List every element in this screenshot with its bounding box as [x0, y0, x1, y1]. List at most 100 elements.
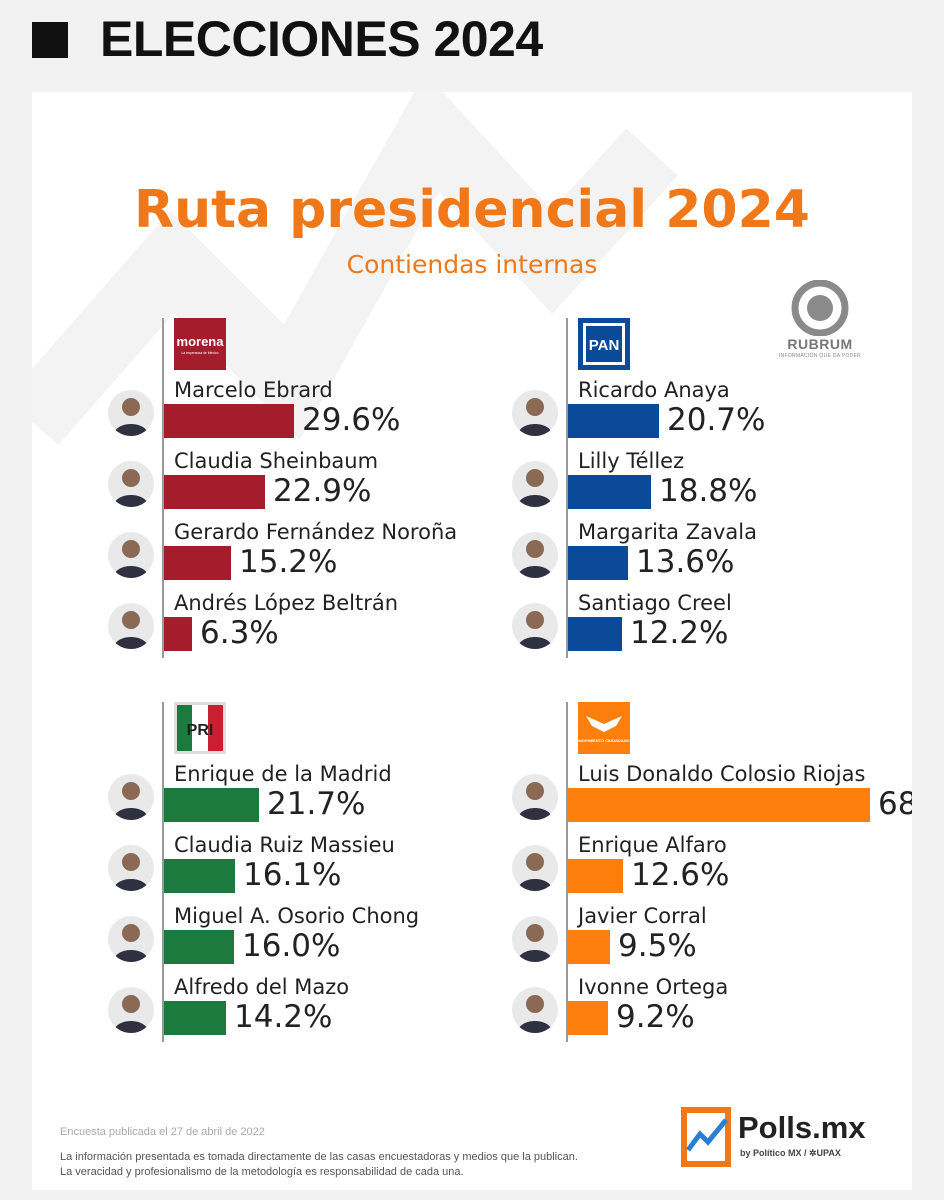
- bar-mark: [568, 475, 651, 509]
- candidate-name: Gerardo Fernández Noroña: [174, 520, 458, 544]
- candidate-name: Claudia Sheinbaum: [174, 449, 379, 473]
- value-label: 16.1%: [243, 857, 342, 893]
- panel-mc: MOVIMIENTO CIUDADANO Luis Donaldo Colosi…: [508, 702, 912, 1052]
- bar-mark: [568, 930, 610, 964]
- candidate-row: Lilly Téllez 18.8%: [508, 449, 888, 519]
- pri-logo-text: PRI: [187, 722, 214, 739]
- axis-line: [566, 702, 568, 1042]
- bar-mark: [568, 404, 659, 438]
- candidate-row: Javier Corral 9.5%: [508, 904, 888, 974]
- chart-subtitle: Contiendas internas: [346, 250, 598, 279]
- value-label: 29.6%: [302, 402, 401, 438]
- candidate-row: Claudia Sheinbaum 22.9%: [104, 449, 484, 519]
- candidate-name: Claudia Ruiz Massieu: [174, 833, 395, 857]
- candidate-row: Alfredo del Mazo 14.2%: [104, 975, 484, 1045]
- bar-mark: [164, 788, 259, 822]
- candidate-photo: [108, 461, 154, 507]
- candidate-name: Enrique de la Madrid: [174, 762, 392, 786]
- value-label: 9.5%: [618, 928, 697, 964]
- brand-byline: by Político MX / ✲UPAX: [740, 1148, 841, 1158]
- disclaimer-line-2: La veracidad y profesionalismo de la met…: [60, 1166, 464, 1178]
- infographic-card: Ruta presidencial 2024 Contiendas intern…: [32, 92, 912, 1190]
- bar-mark: [164, 617, 192, 651]
- morena-logo-icon: morena La esperanza de México: [174, 318, 226, 370]
- bar-mark: [164, 1001, 226, 1035]
- candidate-photo: [108, 774, 154, 820]
- panel-morena: morena La esperanza de México Marcelo Eb…: [104, 318, 484, 668]
- polls-mx-brand: Polls.mx by Político MX / ✲UPAX: [680, 1104, 900, 1174]
- candidate-row: Santiago Creel 12.2%: [508, 591, 888, 661]
- pan-logo-icon: PAN: [578, 318, 630, 370]
- value-label: 9.2%: [616, 999, 695, 1035]
- bar-mark: [164, 930, 234, 964]
- polls-box-icon: [681, 1107, 731, 1167]
- bar-mark: [164, 546, 231, 580]
- axis-line: [162, 318, 164, 658]
- candidate-row: Enrique Alfaro 12.6%: [508, 833, 888, 903]
- value-label: 12.6%: [631, 857, 730, 893]
- candidate-photo: [512, 916, 558, 962]
- header-title: ELECCIONES 2024: [100, 11, 543, 67]
- bar-mark: [568, 617, 622, 651]
- brand-name: Polls.mx: [738, 1110, 866, 1145]
- bar-mark: [568, 859, 623, 893]
- mc-logo-text: MOVIMIENTO CIUDADANO: [578, 738, 629, 743]
- candidate-name: Lilly Téllez: [578, 449, 685, 473]
- candidate-photo: [512, 987, 558, 1033]
- candidate-name: Marcelo Ebrard: [174, 378, 333, 402]
- panel-pri: PRI Enrique de la Madrid 21.7% Claudia Rui…: [104, 702, 484, 1052]
- candidate-row: Gerardo Fernández Noroña 15.2%: [104, 520, 484, 590]
- panel-pan: PAN Ricardo Anaya 20.7% Lilly Téllez 18.8% M…: [508, 318, 888, 668]
- candidate-photo: [108, 390, 154, 436]
- candidate-row: Luis Donaldo Colosio Riojas 68.7%: [508, 762, 912, 832]
- candidate-row: Claudia Ruiz Massieu 16.1%: [104, 833, 484, 903]
- candidate-row: Ivonne Ortega 9.2%: [508, 975, 888, 1045]
- value-label: 21.7%: [267, 786, 366, 822]
- pri-logo-icon: PRI: [174, 702, 226, 754]
- bar-mark: [568, 546, 628, 580]
- value-label: 6.3%: [200, 615, 279, 651]
- candidate-row: Margarita Zavala 13.6%: [508, 520, 888, 590]
- candidate-name: Miguel A. Osorio Chong: [174, 904, 420, 928]
- rubrum-logo: RUBRUM INFORMACIÓN QUE DA PODER: [770, 279, 870, 360]
- morena-logo-text: morena: [177, 334, 225, 349]
- candidate-photo: [512, 603, 558, 649]
- disclaimer-line-1: La información presentada es tomada dire…: [60, 1151, 578, 1163]
- value-label: 18.8%: [659, 473, 758, 509]
- candidate-row: Ricardo Anaya 20.7%: [508, 378, 888, 448]
- bar-mark: [164, 404, 294, 438]
- candidate-row: Marcelo Ebrard 29.6%: [104, 378, 484, 448]
- pan-logo-text: PAN: [589, 337, 620, 354]
- value-label: 16.0%: [242, 928, 341, 964]
- candidate-photo: [108, 987, 154, 1033]
- bar-mark: [568, 788, 870, 822]
- candidate-photo: [512, 461, 558, 507]
- disclaimer: La información presentada es tomada dire…: [60, 1150, 680, 1180]
- candidate-name: Javier Corral: [578, 904, 707, 928]
- chart-title: Ruta presidencial 2024: [134, 180, 810, 240]
- candidate-name: Ricardo Anaya: [578, 378, 730, 402]
- candidate-photo: [512, 845, 558, 891]
- candidate-name: Luis Donaldo Colosio Riojas: [578, 762, 866, 786]
- candidate-row: Miguel A. Osorio Chong 16.0%: [104, 904, 484, 974]
- candidate-photo: [512, 390, 558, 436]
- candidate-name: Enrique Alfaro: [578, 833, 727, 857]
- value-label: 12.2%: [630, 615, 729, 651]
- page-header: ELECCIONES 2024: [0, 0, 944, 80]
- bar-mark: [568, 1001, 608, 1035]
- mc-eagle-logo-icon: MOVIMIENTO CIUDADANO: [578, 702, 630, 754]
- morena-logo-subtext: La esperanza de México: [182, 351, 219, 355]
- candidate-photo: [108, 916, 154, 962]
- axis-line: [162, 702, 164, 1042]
- rubrum-name: RUBRUM: [787, 336, 853, 352]
- candidate-photo: [512, 532, 558, 578]
- candidate-name: Andrés López Beltrán: [174, 591, 399, 615]
- rubrum-circle-icon: [791, 279, 849, 337]
- candidate-name: Alfredo del Mazo: [174, 975, 350, 999]
- candidate-name: Santiago Creel: [578, 591, 732, 615]
- candidate-name: Margarita Zavala: [578, 520, 757, 544]
- value-label: 13.6%: [636, 544, 735, 580]
- value-label: 15.2%: [239, 544, 338, 580]
- value-label: 20.7%: [667, 402, 766, 438]
- value-label: 14.2%: [234, 999, 333, 1035]
